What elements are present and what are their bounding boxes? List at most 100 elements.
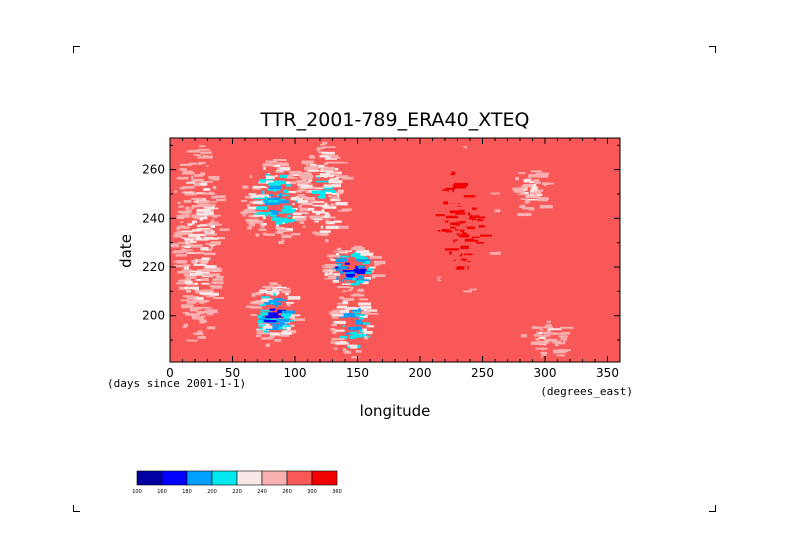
heatmap-cell bbox=[328, 154, 339, 157]
heatmap-cell bbox=[215, 275, 224, 279]
heatmap-cell bbox=[467, 236, 473, 239]
heatmap-cell bbox=[470, 156, 476, 159]
heatmap-cell bbox=[448, 158, 451, 162]
heatmap-cell bbox=[337, 194, 340, 198]
heatmap-cell bbox=[488, 237, 501, 240]
heatmap-cell bbox=[283, 319, 295, 322]
heatmap-cell bbox=[524, 183, 533, 188]
heatmap-cell bbox=[491, 194, 499, 198]
heatmap-cell bbox=[371, 274, 386, 277]
heatmap-cell bbox=[436, 211, 441, 216]
heatmap-cell bbox=[281, 331, 292, 335]
plot-area bbox=[169, 137, 621, 363]
heatmap-cell bbox=[532, 325, 536, 329]
heatmap-cell bbox=[439, 254, 449, 258]
heatmap-cell bbox=[355, 322, 364, 325]
heatmap-cell bbox=[202, 213, 214, 216]
heatmap-cell bbox=[174, 232, 188, 236]
heatmap-cell bbox=[363, 309, 378, 312]
heatmap-cell bbox=[461, 156, 469, 160]
heatmap-cell bbox=[292, 203, 295, 205]
heatmap-cell bbox=[281, 222, 285, 224]
heatmap-cell bbox=[332, 309, 341, 313]
heatmap-cell bbox=[279, 228, 286, 231]
heatmap-cell bbox=[316, 215, 331, 219]
heatmap-cell bbox=[210, 246, 214, 250]
heatmap-cell bbox=[329, 257, 333, 261]
heatmap-cell bbox=[176, 216, 185, 220]
heatmap-cell bbox=[286, 184, 292, 187]
heatmap-cell bbox=[438, 155, 446, 158]
heatmap-cell bbox=[276, 200, 289, 204]
heatmap-cell bbox=[450, 177, 463, 181]
heatmap-cell bbox=[425, 183, 432, 186]
heatmap-cell bbox=[445, 215, 459, 219]
heatmap-cell bbox=[440, 190, 448, 195]
heatmap-cell bbox=[430, 265, 442, 267]
heatmap-cell bbox=[360, 252, 374, 256]
heatmap-cell bbox=[356, 270, 371, 274]
heatmap-cell bbox=[195, 239, 208, 241]
heatmap-cell bbox=[184, 192, 197, 196]
heatmap-cell bbox=[450, 225, 456, 228]
y-tick-label: 240 bbox=[142, 211, 165, 225]
heatmap-cell bbox=[296, 189, 303, 193]
heatmap-cell bbox=[196, 208, 211, 212]
heatmap-cell bbox=[187, 236, 197, 239]
heatmap-cell bbox=[486, 229, 491, 233]
heatmap-cell bbox=[186, 181, 196, 184]
heatmap-cell bbox=[249, 223, 256, 227]
heatmap-cell bbox=[308, 202, 312, 206]
heatmap-cell bbox=[264, 202, 276, 206]
heatmap-cell bbox=[173, 260, 188, 263]
heatmap-cell bbox=[449, 269, 464, 273]
heatmap-cell bbox=[476, 172, 489, 176]
heatmap-cell bbox=[319, 173, 331, 176]
heatmap-cell bbox=[321, 151, 335, 155]
heatmap-cell bbox=[191, 204, 198, 208]
heatmap-cell bbox=[535, 172, 549, 176]
heatmap-cell bbox=[184, 280, 193, 284]
heatmap-cell bbox=[352, 277, 356, 281]
heatmap-cell bbox=[273, 293, 276, 297]
heatmap-cell bbox=[355, 349, 362, 353]
heatmap-cell bbox=[343, 350, 349, 353]
heatmap-cell bbox=[543, 338, 558, 342]
heatmap-cell bbox=[297, 200, 309, 204]
heatmap-cell bbox=[250, 195, 265, 198]
heatmap-cell bbox=[491, 234, 501, 236]
heatmap-cell bbox=[455, 226, 466, 230]
heatmap-cell bbox=[324, 162, 328, 165]
heatmap-cell bbox=[541, 340, 550, 344]
heatmap-cell bbox=[265, 344, 270, 347]
heatmap-cell bbox=[272, 199, 278, 203]
heatmap-cell bbox=[350, 287, 354, 289]
heatmap-cell bbox=[536, 197, 549, 200]
heatmap-cell bbox=[273, 202, 280, 205]
heatmap-cell bbox=[479, 231, 483, 235]
heatmap-cell bbox=[422, 196, 434, 200]
heatmap-cell bbox=[191, 315, 197, 318]
heatmap-cell bbox=[490, 248, 497, 253]
heatmap-cell bbox=[459, 281, 463, 285]
heatmap-cell bbox=[178, 206, 182, 208]
heatmap-cell bbox=[350, 294, 365, 297]
heatmap-cell bbox=[520, 190, 525, 194]
heatmap-cell bbox=[437, 279, 442, 282]
heatmap-cell bbox=[292, 212, 302, 216]
heatmap-cell bbox=[547, 328, 552, 333]
heatmap-cell bbox=[321, 233, 328, 237]
heatmap-cell bbox=[295, 217, 307, 221]
heatmap-cell bbox=[490, 192, 500, 195]
heatmap-cell bbox=[335, 202, 348, 206]
heatmap-cell bbox=[312, 204, 324, 207]
heatmap-cell bbox=[485, 198, 497, 202]
heatmap-cell bbox=[461, 287, 466, 291]
heatmap-cell bbox=[210, 201, 218, 203]
heatmap-cell bbox=[348, 250, 353, 253]
heatmap-cell bbox=[350, 327, 357, 331]
heatmap-cell bbox=[195, 271, 210, 274]
heatmap-cell bbox=[176, 176, 189, 180]
heatmap-cell bbox=[431, 215, 437, 219]
heatmap-cell bbox=[200, 319, 207, 323]
